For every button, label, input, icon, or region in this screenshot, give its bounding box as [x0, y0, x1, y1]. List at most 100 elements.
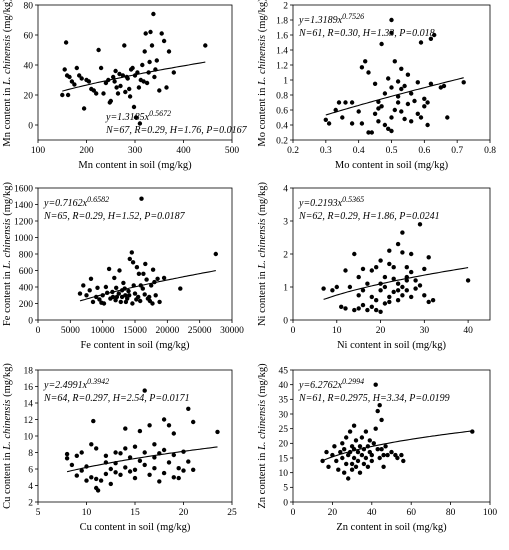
data-point	[351, 423, 357, 428]
data-point	[417, 222, 423, 227]
data-point	[95, 285, 100, 290]
data-point	[374, 298, 379, 303]
data-point	[389, 128, 394, 134]
data-point	[91, 418, 96, 424]
data-point	[147, 472, 152, 477]
data-point	[355, 449, 361, 455]
data-point	[77, 73, 82, 78]
y-tick-label: 800	[19, 250, 34, 260]
data-point	[110, 294, 116, 300]
data-point	[132, 291, 138, 296]
y-axis-label-species: L. chinensis	[257, 218, 268, 269]
data-point	[391, 276, 396, 281]
y-tick-label: 1.2	[276, 61, 288, 71]
x-tick-label: 10000	[91, 326, 115, 336]
data-point	[127, 256, 132, 262]
data-point	[342, 470, 347, 475]
x-tick-label: 400	[176, 146, 191, 156]
y-tick-label: 2	[283, 250, 288, 260]
data-point	[324, 449, 329, 455]
data-point	[81, 283, 86, 288]
data-point	[140, 62, 145, 68]
data-point	[129, 250, 134, 255]
data-point	[96, 47, 101, 53]
data-point	[130, 260, 136, 265]
y-axis-label-unit: (mg/kg)	[2, 363, 13, 400]
data-point	[161, 38, 167, 44]
fit-curve	[79, 270, 216, 302]
y-tick-label: 0.4	[276, 121, 288, 131]
fit-equation-exponent: 0.2994	[342, 377, 364, 386]
data-point	[375, 447, 380, 452]
data-point	[154, 58, 159, 63]
data-point	[62, 67, 67, 72]
data-point	[99, 300, 104, 305]
data-point	[430, 298, 436, 303]
data-point	[395, 288, 401, 293]
data-point	[137, 121, 143, 126]
data-point	[374, 307, 379, 313]
data-point	[378, 288, 383, 293]
data-point	[372, 81, 378, 87]
x-tick-label: 20	[328, 508, 338, 518]
data-point	[123, 446, 128, 451]
data-point	[321, 286, 326, 291]
data-point	[330, 288, 335, 293]
data-point	[340, 115, 345, 120]
data-point	[360, 288, 366, 293]
data-point	[385, 452, 390, 458]
data-point	[123, 465, 128, 470]
data-point	[391, 265, 396, 270]
data-point	[89, 442, 94, 447]
y-tick-label: 1600	[14, 184, 33, 194]
data-point	[151, 11, 156, 17]
y-axis-label: Mn content in L. chinensis (mg/kg)	[2, 0, 13, 147]
x-tick-label: 5	[36, 508, 41, 518]
data-point	[418, 40, 424, 45]
data-point	[63, 40, 69, 45]
x-tick-label: 0.8	[484, 146, 496, 156]
data-point	[125, 76, 130, 81]
data-point	[415, 80, 420, 85]
data-point	[413, 286, 418, 291]
x-tick-label: 40	[463, 326, 473, 336]
y-tick-label: 200	[19, 300, 34, 310]
data-point	[81, 106, 87, 111]
data-point	[203, 43, 208, 48]
data-point	[89, 475, 94, 480]
data-point	[142, 388, 147, 393]
data-point	[119, 294, 125, 300]
data-point	[352, 251, 357, 257]
y-tick-label: 2	[283, 1, 288, 11]
data-point	[137, 458, 143, 463]
data-point	[157, 88, 162, 93]
data-point	[132, 467, 138, 472]
data-point	[422, 104, 427, 109]
data-point	[323, 117, 328, 123]
data-point	[143, 261, 148, 267]
y-axis-label: Mo content in L. chinensis (mg/kg)	[257, 0, 268, 147]
y-axis-label-species: L. chinensis	[2, 218, 13, 269]
data-point	[349, 467, 355, 472]
data-point	[123, 426, 128, 431]
y-axis-label-species: L. chinensis	[2, 400, 13, 451]
data-point	[360, 302, 366, 308]
data-point	[112, 79, 117, 84]
fit-curve	[66, 446, 218, 473]
y-tick-label: 15	[279, 454, 289, 464]
y-tick-label: 1.8	[276, 16, 288, 26]
x-tick-label: 100	[31, 146, 46, 156]
chart-zn: 0 20 40 60 80 100 0 5 10 15 20 25 30 35 40 45 Zn content…	[257, 363, 497, 533]
data-point	[171, 452, 176, 458]
data-point	[395, 281, 401, 286]
y-tick-label: 4	[28, 482, 33, 492]
x-tick-label: 0	[36, 326, 41, 336]
y-tick-label: 35	[279, 396, 289, 406]
data-point	[381, 464, 386, 469]
data-point	[422, 293, 427, 298]
data-point	[369, 304, 374, 309]
x-tick-label: 25	[227, 508, 237, 518]
data-point	[352, 307, 357, 313]
data-point	[379, 104, 384, 109]
data-point	[215, 429, 220, 435]
